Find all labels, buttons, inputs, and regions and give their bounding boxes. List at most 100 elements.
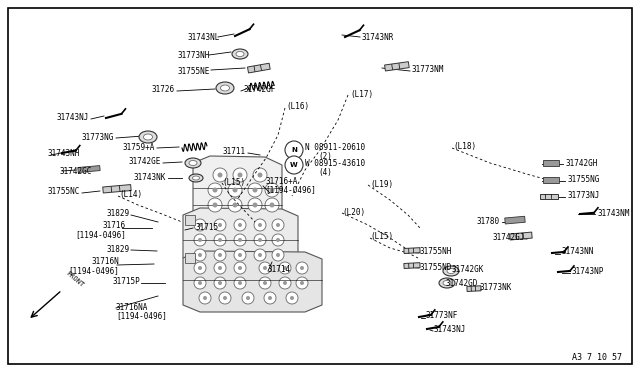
Ellipse shape	[143, 134, 152, 140]
Text: 31716+A: 31716+A	[265, 176, 298, 186]
Text: 31829: 31829	[107, 209, 130, 218]
Polygon shape	[248, 63, 270, 73]
Circle shape	[228, 183, 242, 197]
Text: 31743NK: 31743NK	[134, 173, 166, 182]
Circle shape	[234, 234, 246, 246]
Text: [1194-0496]: [1194-0496]	[265, 186, 316, 195]
Ellipse shape	[193, 176, 200, 180]
Text: 31716NA: 31716NA	[116, 302, 148, 311]
Text: 31755NH: 31755NH	[420, 247, 452, 257]
Circle shape	[258, 253, 262, 257]
Text: (L17): (L17)	[350, 90, 373, 99]
Text: [1194-0496]: [1194-0496]	[116, 311, 167, 321]
Circle shape	[296, 277, 308, 289]
Text: 31742GK: 31742GK	[452, 266, 484, 275]
Circle shape	[259, 277, 271, 289]
Circle shape	[259, 262, 271, 274]
Circle shape	[237, 173, 243, 177]
Circle shape	[234, 277, 246, 289]
Ellipse shape	[443, 280, 451, 285]
Circle shape	[253, 187, 257, 192]
Circle shape	[276, 238, 280, 242]
Polygon shape	[193, 156, 282, 222]
Polygon shape	[467, 286, 481, 292]
Circle shape	[263, 281, 267, 285]
Ellipse shape	[189, 174, 203, 182]
Circle shape	[263, 266, 267, 270]
Circle shape	[214, 262, 226, 274]
Text: (L18): (L18)	[453, 142, 476, 151]
Polygon shape	[183, 208, 298, 265]
Text: 31773NM: 31773NM	[412, 65, 444, 74]
Circle shape	[214, 234, 226, 246]
Ellipse shape	[232, 49, 248, 59]
Text: 31755NE: 31755NE	[178, 67, 210, 76]
Polygon shape	[103, 185, 131, 193]
Text: 31755NC: 31755NC	[47, 187, 80, 196]
Circle shape	[213, 168, 227, 182]
Text: 31773NG: 31773NG	[82, 132, 114, 141]
Bar	[185, 253, 195, 263]
Text: 31742GE: 31742GE	[129, 157, 161, 167]
Text: 31743NJ: 31743NJ	[56, 113, 89, 122]
Circle shape	[198, 223, 202, 227]
Circle shape	[194, 277, 206, 289]
Circle shape	[264, 292, 276, 304]
Text: 31755ND: 31755ND	[420, 263, 452, 272]
Circle shape	[268, 296, 272, 300]
Circle shape	[276, 253, 280, 257]
Text: 31829: 31829	[107, 244, 130, 253]
Text: 31773NH: 31773NH	[178, 51, 210, 60]
Ellipse shape	[221, 85, 230, 91]
Polygon shape	[385, 62, 409, 71]
Circle shape	[265, 183, 279, 197]
Circle shape	[218, 281, 222, 285]
Text: 31759+A: 31759+A	[123, 142, 155, 151]
Text: 31743NM: 31743NM	[597, 208, 629, 218]
Circle shape	[198, 253, 202, 257]
Polygon shape	[543, 160, 559, 166]
Circle shape	[218, 253, 222, 257]
Circle shape	[194, 249, 206, 261]
Circle shape	[194, 219, 206, 231]
Circle shape	[242, 292, 254, 304]
Text: W 08915-43610: W 08915-43610	[305, 160, 365, 169]
Bar	[185, 215, 195, 225]
Circle shape	[218, 238, 222, 242]
Circle shape	[219, 292, 231, 304]
Circle shape	[198, 281, 202, 285]
Circle shape	[238, 253, 242, 257]
Ellipse shape	[439, 278, 455, 288]
Circle shape	[253, 202, 257, 208]
Polygon shape	[543, 177, 559, 183]
Circle shape	[214, 249, 226, 261]
Circle shape	[238, 223, 242, 227]
Text: 31773NK: 31773NK	[480, 283, 513, 292]
Text: 31716N: 31716N	[92, 257, 119, 266]
Text: 31743NL: 31743NL	[188, 32, 220, 42]
Text: W: W	[290, 162, 298, 168]
Text: N 08911-20610: N 08911-20610	[305, 144, 365, 153]
Text: 31780: 31780	[477, 217, 500, 225]
Circle shape	[233, 168, 247, 182]
Circle shape	[258, 223, 262, 227]
Text: [1194-0496]: [1194-0496]	[75, 231, 126, 240]
Circle shape	[218, 173, 223, 177]
Text: 31755NG: 31755NG	[567, 176, 600, 185]
Text: 31742GC: 31742GC	[60, 167, 92, 176]
Ellipse shape	[216, 82, 234, 94]
Circle shape	[254, 219, 266, 231]
Circle shape	[214, 277, 226, 289]
Circle shape	[246, 296, 250, 300]
Ellipse shape	[189, 160, 197, 166]
Circle shape	[214, 219, 226, 231]
Polygon shape	[505, 216, 525, 224]
Text: 31711: 31711	[223, 148, 246, 157]
Text: 31742GD: 31742GD	[446, 279, 478, 288]
Circle shape	[248, 183, 262, 197]
Circle shape	[223, 296, 227, 300]
Polygon shape	[404, 248, 420, 253]
Circle shape	[272, 219, 284, 231]
Text: (L19): (L19)	[370, 180, 393, 189]
Circle shape	[254, 234, 266, 246]
